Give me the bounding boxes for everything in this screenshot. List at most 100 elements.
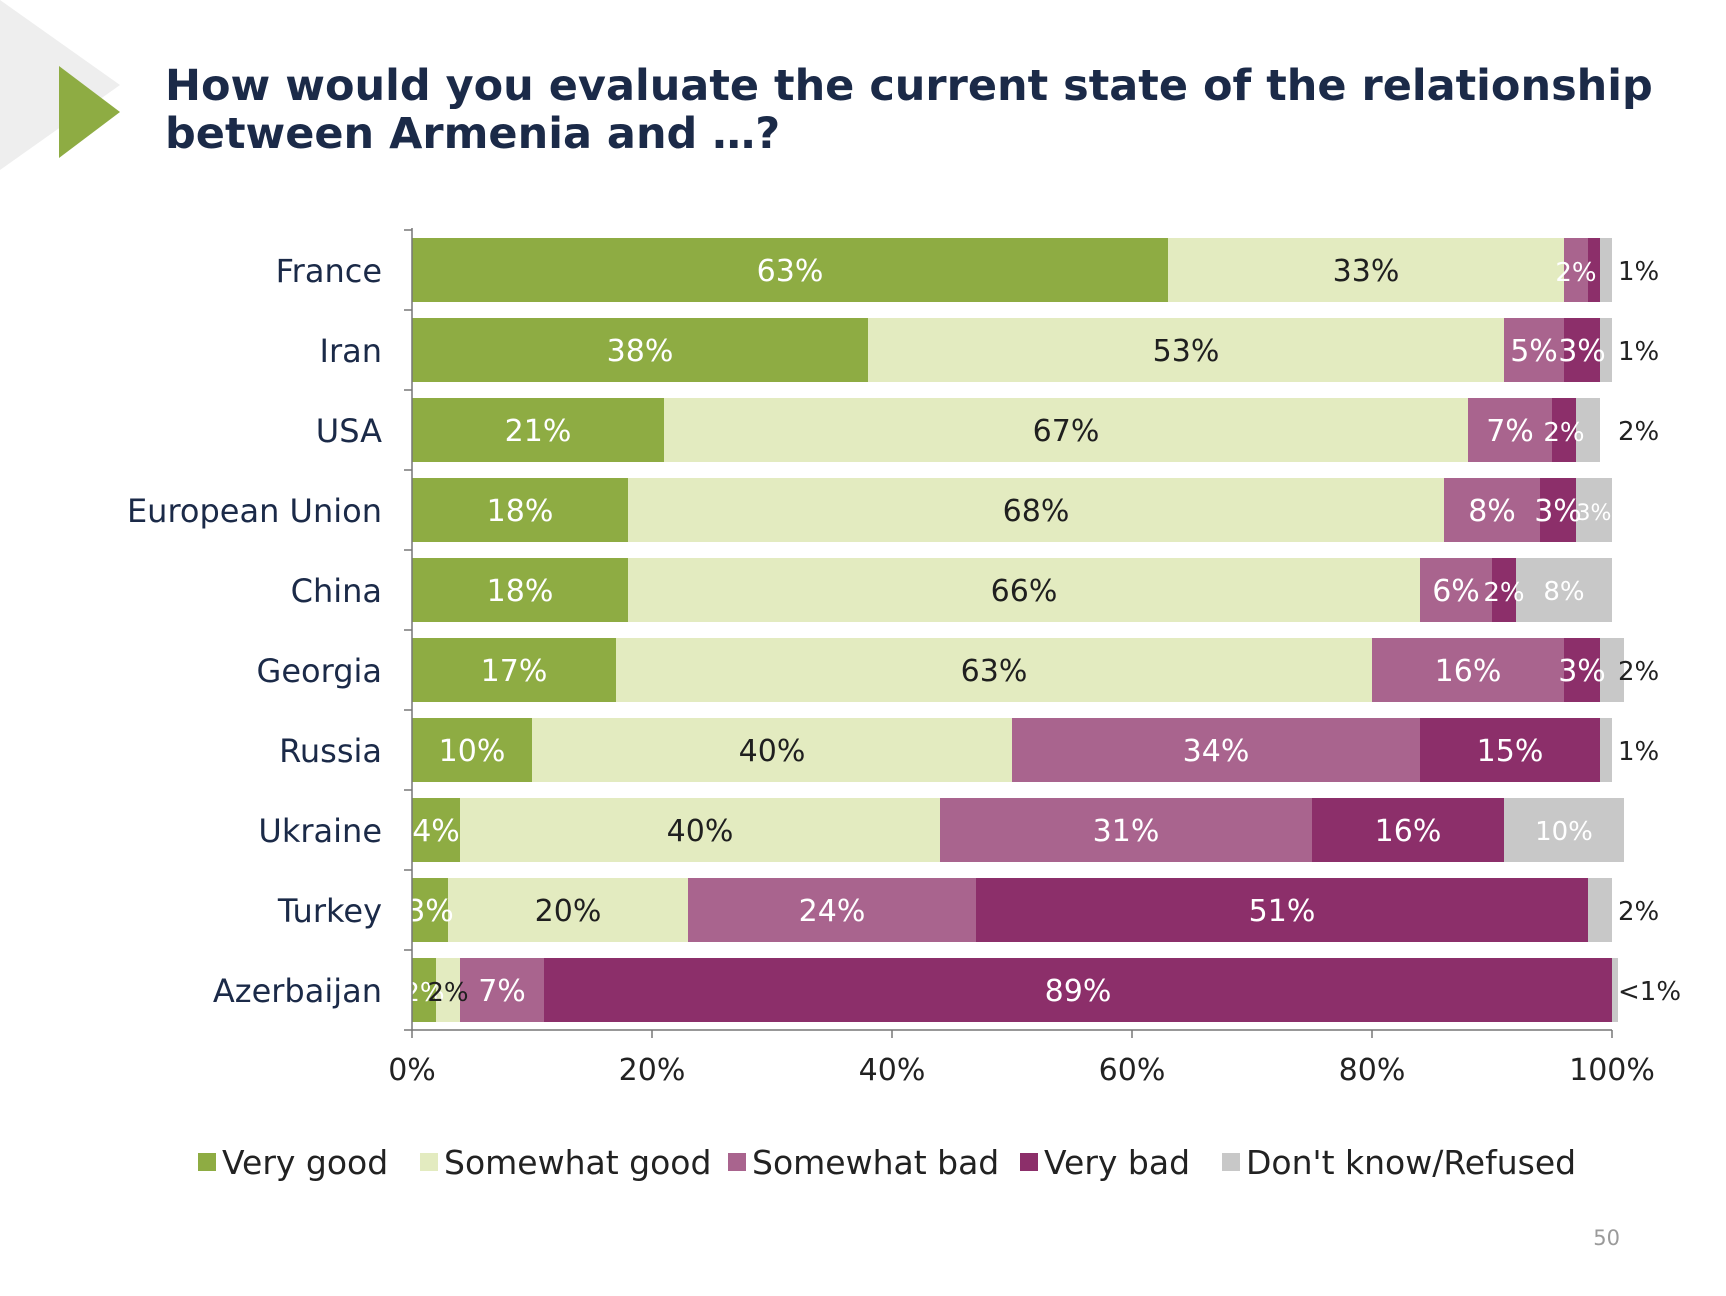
bar-segment (1600, 718, 1612, 782)
axis-layer: France Iran USA European Union China Georgia R… (127, 228, 1655, 1088)
legend-label: Somewhat bad (752, 1142, 1000, 1182)
chart-title-line-1: How would you evaluate the current state… (165, 61, 1653, 111)
bar-segment (460, 958, 544, 1022)
bar-segment (412, 958, 436, 1022)
x-tick-label: 40% (859, 1053, 926, 1088)
data-label: 21% (505, 414, 572, 449)
chart-title: How would you evaluate the current state… (165, 61, 1653, 159)
legend-item: Don't know/Refused (1222, 1142, 1576, 1182)
bar-segment (460, 798, 940, 862)
bar-segment (1420, 718, 1600, 782)
data-label: 8% (1468, 494, 1516, 529)
x-tick-label: 60% (1099, 1053, 1166, 1088)
bar-segment (1312, 798, 1504, 862)
data-label: 5% (1510, 334, 1558, 369)
bar-segment (544, 958, 1612, 1022)
title-arrow-icon (59, 66, 120, 158)
data-label: 66% (991, 574, 1058, 609)
category-label: European Union (127, 492, 382, 530)
legend-label: Very good (222, 1142, 389, 1182)
bar-segment (940, 798, 1312, 862)
bar-segment (1420, 558, 1492, 622)
data-label: 15% (1477, 734, 1544, 769)
bar-segment (1576, 478, 1612, 542)
bar-segment (688, 878, 976, 942)
category-label: Russia (279, 732, 382, 770)
bar-segment (1564, 638, 1600, 702)
category-label: China (291, 572, 382, 610)
bar-segment (412, 318, 868, 382)
bar-segment (664, 398, 1468, 462)
bar-segment (1372, 638, 1564, 702)
bar-segment (1612, 958, 1618, 1022)
data-label: 10% (1535, 817, 1593, 847)
data-label: 67% (1033, 414, 1100, 449)
category-label: USA (316, 412, 382, 450)
data-label: 31% (1093, 814, 1160, 849)
bar-segment (1600, 638, 1624, 702)
data-label: 89% (1045, 974, 1112, 1009)
x-tick-label: 100% (1569, 1053, 1655, 1088)
data-label: 24% (799, 894, 866, 929)
data-label: 51% (1249, 894, 1316, 929)
data-label: 63% (961, 654, 1028, 689)
data-label: 38% (607, 334, 674, 369)
bar-segment (616, 638, 1372, 702)
data-label: 2% (1618, 657, 1659, 687)
bar-segment (976, 878, 1588, 942)
bar-segment (1504, 318, 1564, 382)
data-label: 4% (412, 814, 460, 849)
bar-segment (1588, 878, 1612, 942)
bar-segment (1468, 398, 1552, 462)
category-label: Georgia (257, 652, 382, 690)
chart-title-line-2: between Armenia and …? (165, 109, 781, 159)
data-label: 63% (757, 254, 824, 289)
data-label: 18% (487, 574, 554, 609)
legend-label: Very bad (1044, 1142, 1191, 1182)
bar-segment (1540, 478, 1576, 542)
data-label: 2% (427, 978, 468, 1008)
legend-item: Very good (198, 1142, 388, 1182)
bar-segment (1012, 718, 1420, 782)
bar-segment (1600, 238, 1612, 302)
data-label: 68% (1003, 494, 1070, 529)
data-label: 6% (1432, 574, 1480, 609)
legend-label: Don't know/Refused (1246, 1142, 1577, 1182)
category-label: Ukraine (258, 812, 382, 850)
page-number: 50 (1593, 1226, 1620, 1250)
bar-segment (1516, 558, 1612, 622)
data-label: 2% (1483, 578, 1524, 608)
bar-segment (1564, 318, 1600, 382)
bar-segment (532, 718, 1012, 782)
bar-segment (868, 318, 1504, 382)
data-label: 53% (1153, 334, 1220, 369)
data-label: 1% (1618, 257, 1659, 287)
bar-segment (436, 958, 460, 1022)
legend: Very good Somewhat good Somewhat bad Very b… (0, 1142, 1726, 1182)
category-label: Iran (320, 332, 382, 370)
x-tick-label: 0% (388, 1053, 436, 1088)
bar-segment (1576, 398, 1600, 462)
data-label: 3% (1558, 334, 1606, 369)
bar-segment (412, 638, 616, 702)
data-label: 16% (1375, 814, 1442, 849)
legend-item: Somewhat good (420, 1142, 711, 1182)
data-label: 7% (478, 974, 526, 1009)
data-label: 3% (406, 894, 454, 929)
legend-swatch (1020, 1153, 1038, 1171)
data-label: 17% (481, 654, 548, 689)
data-label: 2% (1543, 418, 1584, 448)
bar-segment (1168, 238, 1564, 302)
data-label: 10% (439, 734, 506, 769)
x-tick-label: 80% (1339, 1053, 1406, 1088)
bar-segment (628, 478, 1444, 542)
x-tick-label: 20% (619, 1053, 686, 1088)
data-label: 2% (1555, 258, 1596, 288)
data-label: 7% (1486, 414, 1534, 449)
bars-layer: 63% 33% 2% 1%38% 53% 5% 3% 1%21% 67% 7% 2% 2%18% 68%… (403, 238, 1681, 1022)
data-label: 1% (1618, 737, 1659, 767)
data-label: 40% (667, 814, 734, 849)
legend-swatch (420, 1153, 438, 1171)
